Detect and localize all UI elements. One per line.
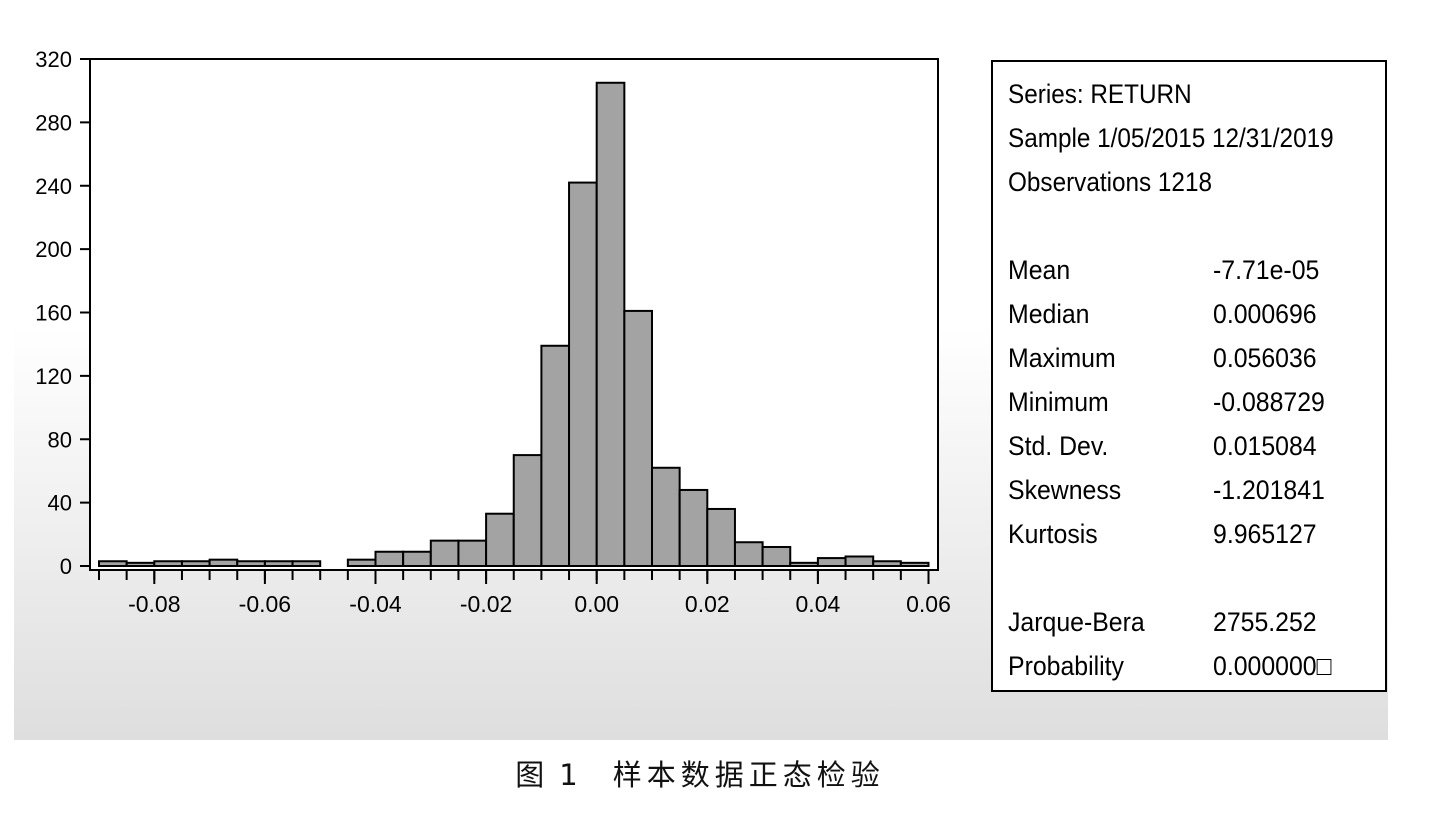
x-tick-label: 0.00 xyxy=(574,591,619,617)
stat-label: Std. Dev. xyxy=(1008,431,1109,461)
histogram-bar xyxy=(789,561,819,567)
y-tick-label: 320 xyxy=(35,47,72,72)
histogram-bar xyxy=(457,539,488,568)
histogram-bar xyxy=(540,344,571,567)
y-tick-label: 40 xyxy=(48,491,72,516)
x-tick-label: -0.08 xyxy=(128,591,180,617)
histogram-bar xyxy=(678,488,709,568)
stat-value: -1.201841 xyxy=(1213,475,1325,505)
stat-value: 9.965127 xyxy=(1213,519,1317,549)
histogram-bar xyxy=(485,512,515,568)
caption-number: 1 xyxy=(559,758,583,792)
histogram-bar xyxy=(512,454,543,567)
statistics-box: Series: RETURN Sample 1/05/2015 12/31/20… xyxy=(991,60,1387,692)
histogram-bar xyxy=(568,181,598,568)
y-tick-label: 240 xyxy=(35,174,72,199)
stat-row-probability: Probability 0.000000□ xyxy=(1008,644,1385,688)
stat-value: 2755.252 xyxy=(1213,607,1317,637)
histogram-bar xyxy=(844,555,875,568)
stat-label: Skewness xyxy=(1008,475,1122,505)
observation-count: Observations 1218 xyxy=(1008,167,1212,197)
stat-row-std-dev: Std. Dev. 0.015084 xyxy=(1008,424,1385,468)
histogram-bar xyxy=(153,560,183,568)
histogram-bar xyxy=(872,560,902,568)
x-tick-label: 0.02 xyxy=(685,591,730,617)
histogram-bar xyxy=(374,550,405,567)
stat-row-mean: Mean -7.71e-05 xyxy=(1008,248,1385,292)
histogram-bar xyxy=(623,309,653,567)
stat-row-median: Median 0.000696 xyxy=(1008,292,1385,336)
stat-label: Maximum xyxy=(1008,343,1116,373)
x-tick-label: -0.02 xyxy=(460,591,512,617)
histogram-bar xyxy=(98,560,128,568)
y-tick-label: 160 xyxy=(35,301,72,326)
histogram-bar xyxy=(733,541,764,567)
histogram-bar xyxy=(899,561,930,567)
stat-label: Minimum xyxy=(1008,387,1109,417)
histogram-bar xyxy=(125,561,156,567)
x-tick-label: -0.04 xyxy=(349,591,402,617)
stat-row-jarque-bera: Jarque-Bera 2755.252 xyxy=(1008,600,1385,644)
histogram-bar xyxy=(761,545,792,567)
histogram-bar xyxy=(346,558,377,567)
caption-title: 样本数据正态检验 xyxy=(612,758,885,792)
x-tick-label: 0.04 xyxy=(796,591,841,617)
histogram-bar xyxy=(402,550,432,567)
y-tick-label: 0 xyxy=(60,554,72,579)
stat-row-minimum: Minimum -0.088729 xyxy=(1008,380,1385,424)
histogram-bar xyxy=(706,507,736,567)
y-tick-label: 280 xyxy=(35,110,72,135)
stat-row-skewness: Skewness -1.201841 xyxy=(1008,468,1385,512)
figure-caption: 图 1 样本数据正态检验 xyxy=(0,752,1400,794)
y-tick-label: 200 xyxy=(35,237,72,262)
stat-label: Jarque-Bera xyxy=(1008,607,1145,637)
stat-value: 0.000696 xyxy=(1213,299,1317,329)
y-tick-label: 120 xyxy=(35,364,72,389)
histogram-bar xyxy=(816,557,847,567)
series-name: Series: RETURN xyxy=(1008,79,1192,109)
x-tick-label: -0.06 xyxy=(239,591,291,617)
histogram-bar xyxy=(429,539,460,568)
histogram-bar xyxy=(595,81,626,567)
stat-value: 0.000000□ xyxy=(1213,651,1332,681)
stat-value: -0.088729 xyxy=(1213,387,1325,417)
histogram-bar xyxy=(651,466,681,567)
stat-row-maximum: Maximum 0.056036 xyxy=(1008,336,1385,380)
figure-panel: 0 40 80 120 160 200 240 280 320 -0.08 -0.06 -0.04 -0… xyxy=(14,0,1388,740)
histogram-bar xyxy=(208,558,239,567)
sample-range: Sample 1/05/2015 12/31/2019 xyxy=(1008,123,1334,153)
stat-row-kurtosis: Kurtosis 9.965127 xyxy=(1008,512,1385,556)
histogram-plot: 0 40 80 120 160 200 240 280 320 -0.08 -0.06 -0.04 -0… xyxy=(35,47,951,617)
histogram-bar xyxy=(263,560,294,568)
stat-label: Mean xyxy=(1008,255,1071,285)
histogram-bar xyxy=(180,560,211,568)
stat-value: -7.71e-05 xyxy=(1213,255,1320,285)
stat-label: Kurtosis xyxy=(1008,519,1098,549)
y-tick-label: 80 xyxy=(48,427,72,452)
stat-label: Probability xyxy=(1008,651,1124,681)
x-tick-label: 0.06 xyxy=(906,591,951,617)
caption-label: 图 xyxy=(515,758,550,792)
stat-value: 0.056036 xyxy=(1213,343,1317,373)
histogram-bar xyxy=(236,560,266,568)
histogram-bar xyxy=(291,560,322,568)
stat-value: 0.015084 xyxy=(1213,431,1317,461)
stat-label: Median xyxy=(1008,299,1090,329)
